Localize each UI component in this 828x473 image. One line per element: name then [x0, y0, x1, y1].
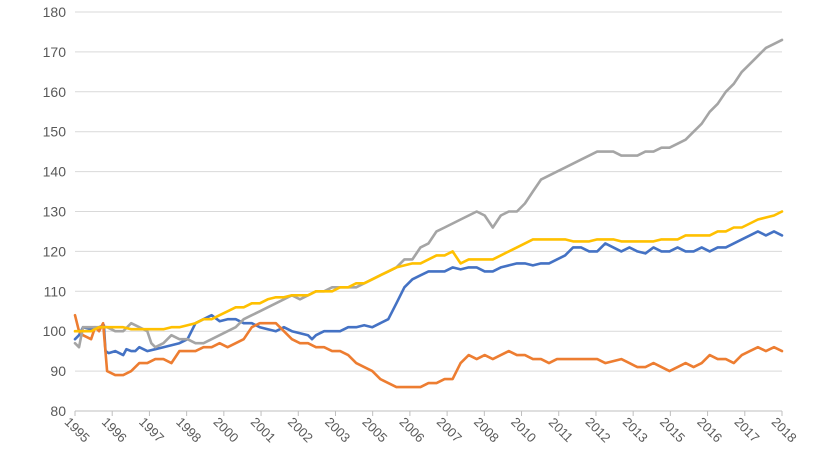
x-tick-label: 1996	[99, 414, 130, 445]
x-tick-label: 2017	[731, 414, 762, 445]
x-tick-label: 1997	[136, 414, 167, 445]
y-tick-label: 160	[43, 84, 67, 100]
series-line-3	[73, 38, 784, 349]
y-tick-label: 140	[43, 164, 67, 180]
x-tick-label: 2002	[285, 414, 316, 445]
x-tick-label: 2001	[248, 414, 279, 445]
x-tick-label: 2012	[583, 414, 614, 445]
x-tick-label: 2013	[620, 414, 651, 445]
x-tick-label: 2008	[471, 414, 502, 445]
y-tick-label: 130	[43, 204, 67, 220]
y-tick-label: 170	[43, 44, 67, 60]
y-tick-label: 110	[44, 283, 67, 299]
series-line-1	[73, 230, 784, 357]
y-tick-label: 120	[43, 243, 67, 259]
x-tick-label: 2000	[210, 414, 241, 445]
x-tick-label: 2005	[359, 414, 390, 445]
x-tick-label: 2003	[322, 414, 353, 445]
x-tick-label: 1998	[173, 414, 204, 445]
series-layer	[73, 38, 784, 389]
y-tick-label: 90	[50, 363, 66, 379]
x-tick-label: 2015	[657, 414, 688, 445]
x-tick-label: 2010	[508, 414, 539, 445]
y-axis: 80 90 100 110 120 130 140 150 160 170 180	[43, 4, 67, 419]
y-tick-label: 100	[43, 323, 67, 339]
x-tick-label: 1995	[62, 414, 93, 445]
y-tick-label: 150	[43, 124, 67, 140]
series-line-4	[73, 210, 784, 333]
x-tick-label: 2006	[397, 414, 428, 445]
y-tick-label: 80	[50, 403, 66, 419]
x-tick-label: 2007	[434, 414, 465, 445]
x-tick-label: 2016	[694, 414, 725, 445]
x-tick-label: 2011	[546, 415, 576, 445]
x-axis: 1995 1996 1997 1998 2000 2001 2002 2003 2005 2006…	[62, 411, 800, 445]
y-tick-label: 180	[43, 4, 67, 20]
x-tick-label: 2018	[769, 414, 800, 445]
series-line-2	[73, 313, 784, 389]
